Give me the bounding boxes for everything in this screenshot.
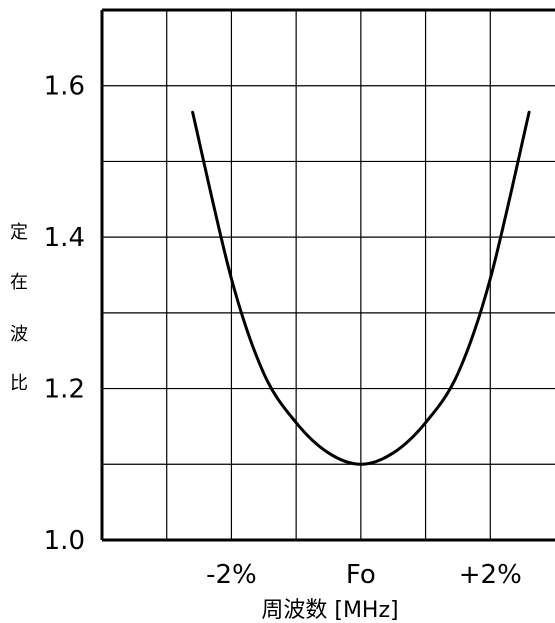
x-tick-label: Fo xyxy=(346,560,376,590)
x-axis-title: 周波数 [MHz] xyxy=(261,598,398,623)
y-axis-title-char: 在 xyxy=(10,272,28,293)
y-axis-title-char: 波 xyxy=(10,324,28,345)
x-tick-label: -2% xyxy=(206,560,257,590)
chart-plot-area xyxy=(191,110,531,466)
y-axis-title-char: 比 xyxy=(10,373,28,394)
y-tick-label: 1.6 xyxy=(44,72,85,102)
vswr-curve xyxy=(191,110,531,466)
y-tick-label: 1.2 xyxy=(44,375,85,405)
chart-tick-labels: 1.0 1.2 1.4 1.6 -2% Fo +2% xyxy=(44,72,522,590)
y-tick-label: 1.0 xyxy=(44,526,85,556)
y-axis-title-char: 定 xyxy=(10,222,28,243)
x-tick-label: +2% xyxy=(459,560,522,590)
chart-grid xyxy=(100,8,555,542)
y-tick-label: 1.4 xyxy=(44,223,85,253)
